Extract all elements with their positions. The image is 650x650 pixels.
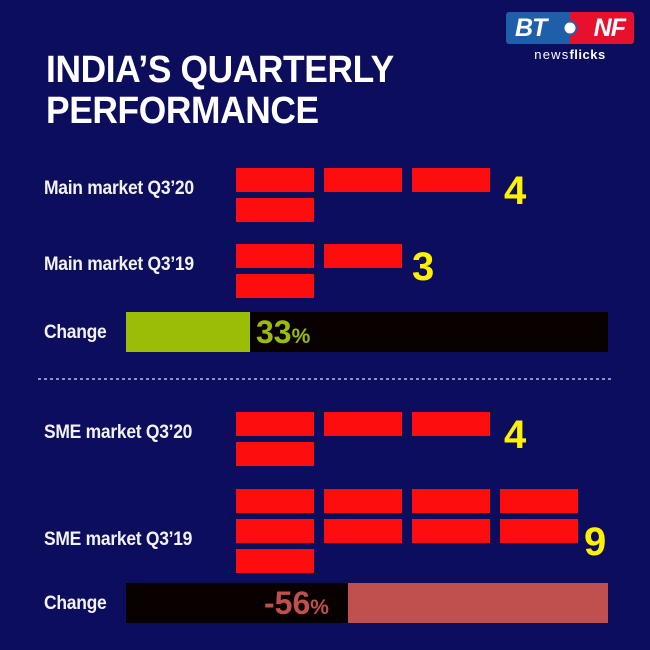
change-fill-positive <box>126 312 251 352</box>
unit-bar <box>324 489 402 513</box>
change-track <box>126 312 608 352</box>
unit-bar <box>236 412 314 436</box>
unit-bar <box>324 519 402 543</box>
row-bars <box>236 412 490 472</box>
unit-bar <box>236 244 314 268</box>
unit-bar <box>412 168 490 192</box>
change-row-label: Change <box>44 322 107 343</box>
page-title-line-2: PERFORMANCE <box>46 90 319 133</box>
unit-bar <box>500 489 578 513</box>
row-value: 4 <box>504 413 527 457</box>
unit-bar <box>236 198 314 222</box>
unit-bar <box>236 549 314 573</box>
change-track <box>126 583 608 623</box>
logo-subtitle-prefix: news <box>534 47 570 62</box>
bar-line <box>236 489 578 513</box>
row-value: 3 <box>412 245 435 289</box>
unit-bar <box>324 244 402 268</box>
change-percent-sign: % <box>291 325 311 348</box>
row-bars <box>236 489 578 579</box>
bar-line <box>236 244 402 268</box>
unit-bar <box>324 412 402 436</box>
unit-bar <box>236 442 314 466</box>
unit-bar <box>236 274 314 298</box>
change-value: 33% <box>256 316 310 348</box>
unit-bar <box>412 519 490 543</box>
unit-bar <box>412 489 490 513</box>
logo-bt-text: BT <box>506 12 570 44</box>
row-label: SME market Q3’19 <box>44 529 193 550</box>
bar-line <box>236 549 578 573</box>
logo-nf-text: NF <box>570 12 634 44</box>
row-bars <box>236 168 490 228</box>
logo-mark: BT NF <box>506 12 634 44</box>
unit-bar <box>324 168 402 192</box>
change-value: -56% <box>264 587 329 619</box>
row-value: 9 <box>584 520 607 564</box>
logo-dot-icon <box>562 20 578 36</box>
bar-line <box>236 198 490 222</box>
page-title: INDIA’S QUARTERLY PERFORMANCE <box>46 49 483 133</box>
unit-bar <box>236 489 314 513</box>
row-label: SME market Q3’20 <box>44 422 193 443</box>
bar-line <box>236 168 490 192</box>
section-divider <box>38 378 612 380</box>
logo-subtitle: newsflicks <box>506 47 634 62</box>
row-label: Main market Q3’20 <box>44 178 194 199</box>
unit-bar <box>236 168 314 192</box>
bar-line <box>236 412 490 436</box>
bar-line <box>236 519 578 543</box>
page-title-line-1: INDIA’S QUARTERLY <box>46 49 394 91</box>
unit-bar <box>236 519 314 543</box>
change-number: 33 <box>256 314 292 350</box>
unit-bar <box>500 519 578 543</box>
bar-line <box>236 442 490 466</box>
logo-subtitle-suffix: flicks <box>569 47 606 62</box>
row-value: 4 <box>504 169 527 213</box>
bar-line <box>236 274 402 298</box>
change-percent-sign: % <box>310 596 329 619</box>
brand-logo[interactable]: BT NF newsflicks <box>506 12 634 62</box>
unit-bar <box>412 412 490 436</box>
change-row-label: Change <box>44 593 107 614</box>
change-fill-negative <box>347 583 608 623</box>
change-number: -56 <box>264 585 311 621</box>
row-bars <box>236 244 402 304</box>
row-label: Main market Q3’19 <box>44 254 194 275</box>
